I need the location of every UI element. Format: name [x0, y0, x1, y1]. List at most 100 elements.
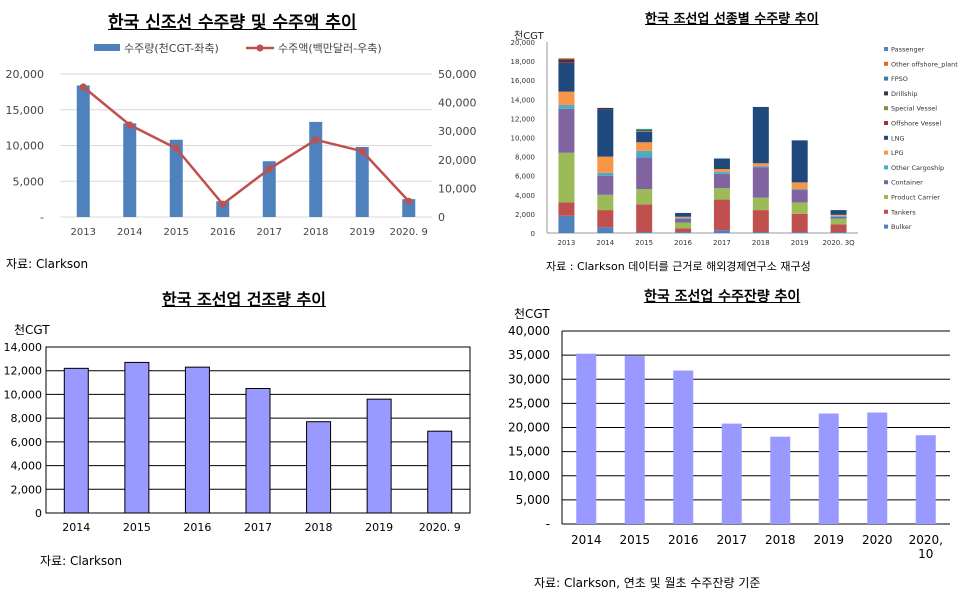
stacked-segment [752, 210, 769, 233]
line-point [312, 136, 320, 144]
y-axis-label: 천CGT [514, 306, 550, 321]
stacked-segment [713, 173, 730, 189]
stacked-segment [675, 216, 692, 218]
y-tick-label: 2,000 [11, 483, 43, 496]
legend-entry: Other Cargoship [891, 164, 944, 172]
legend-entry: Bulker [891, 223, 912, 231]
bar [184, 366, 210, 514]
stacked-segment [558, 105, 575, 109]
bar [721, 423, 742, 524]
stacked-segment [675, 218, 692, 223]
y-tick-label: 10,000 [511, 135, 536, 143]
stacked-segment [752, 106, 769, 164]
bar [402, 199, 416, 217]
bar [76, 85, 90, 217]
legend-entry: 수주량(천CGT-좌축) [124, 41, 219, 55]
y-right-tick-label: 20,000 [438, 154, 477, 167]
bar [355, 146, 369, 217]
legend-swatch [884, 121, 888, 125]
stacked-segment [713, 171, 730, 174]
stacked-segment [558, 63, 575, 92]
stacked-segment [636, 131, 653, 143]
x-tick-label: 10 [918, 547, 933, 561]
y-tick-label: 8,000 [515, 154, 535, 162]
legend-entry: Product Carrier [891, 194, 940, 202]
y-tick-label: 30,000 [508, 372, 550, 386]
chart3-source: 자료: Clarkson [40, 554, 123, 568]
chart3-title: 한국 조선업 건조량 추이 [162, 290, 326, 309]
y-left-tick-label: - [40, 211, 44, 224]
stacked-segment [558, 202, 575, 216]
bar [123, 123, 137, 217]
y-tick-label: 4,000 [11, 460, 43, 473]
stacked-segment [791, 182, 808, 190]
stacked-segment [830, 218, 847, 225]
y-tick-label: 12,000 [511, 115, 536, 123]
legend-swatch [884, 91, 888, 96]
legend-entry: Tankers [890, 208, 916, 216]
x-tick-label: 2015 [164, 227, 189, 238]
x-tick-label: 2017 [257, 227, 282, 238]
stacked-segment [791, 232, 808, 233]
legend-entry: LPG [891, 149, 904, 157]
legend-swatch [884, 150, 888, 155]
x-tick-label: 2020. 3Q [822, 239, 855, 247]
y-right-tick-label: 40,000 [438, 97, 477, 110]
bar [124, 361, 150, 514]
x-tick-label: 2014 [596, 239, 614, 247]
legend-entry: Other offshore_plant [891, 60, 958, 68]
x-tick-label: 2016 [668, 533, 699, 547]
x-tick-label: 2014 [117, 227, 142, 238]
x-tick-label: 2016 [674, 239, 692, 247]
x-tick-label: 2014 [62, 521, 90, 534]
stacked-segment [636, 129, 653, 131]
line-point [126, 121, 134, 129]
stacked-segment [830, 215, 847, 217]
y-left-tick-label: 15,000 [6, 104, 45, 117]
stacked-segment [597, 107, 614, 110]
y-tick-label: 8,000 [11, 412, 43, 425]
stacked-segment [791, 140, 808, 183]
stacked-segment [830, 232, 847, 233]
stacked-segment [636, 204, 653, 233]
stacked-segment [558, 215, 575, 233]
bar [245, 388, 271, 514]
legend-entry: Special Vessel [891, 105, 937, 113]
x-tick-label: 2017 [244, 521, 272, 534]
y-right-tick-label: 10,000 [438, 182, 477, 195]
stacked-segment [752, 197, 769, 211]
stacked-segment [597, 172, 614, 176]
y-axis-label: 천CGT [514, 30, 545, 42]
y-tick-label: 6,000 [515, 173, 535, 181]
legend-swatch [884, 76, 888, 81]
chart2-title: 한국 조선업 선종별 수주량 추이 [645, 12, 819, 27]
stacked-segment [713, 199, 730, 231]
stacked-segment [675, 232, 692, 233]
legend-swatch [94, 44, 120, 51]
x-tick-label: 2020, [909, 533, 943, 547]
stacked-segment [597, 194, 614, 211]
bar [427, 430, 453, 514]
y-tick-label: - [546, 517, 550, 531]
bar [673, 370, 694, 524]
x-tick-label: 2015 [619, 533, 650, 547]
stacked-segment [830, 224, 847, 233]
x-tick-label: 2019 [350, 227, 375, 238]
y-axis-label: 천CGT [14, 322, 50, 337]
bar [309, 121, 323, 217]
legend-entry: LNG [891, 134, 905, 142]
stacked-segment [597, 156, 614, 173]
line-point [265, 165, 273, 173]
line-point [172, 144, 180, 152]
x-tick-label: 2015 [635, 239, 653, 247]
x-tick-label: 2017 [713, 239, 731, 247]
x-tick-label: 2015 [123, 521, 151, 534]
stacked-segment [636, 150, 653, 158]
legend-entry: Drillship [891, 90, 918, 98]
y-tick-label: 20,000 [511, 39, 536, 47]
y-tick-label: 12,000 [4, 365, 43, 378]
x-tick-label: 2016 [183, 521, 211, 534]
stacked-segment [791, 189, 808, 191]
stacked-segment [597, 227, 614, 233]
